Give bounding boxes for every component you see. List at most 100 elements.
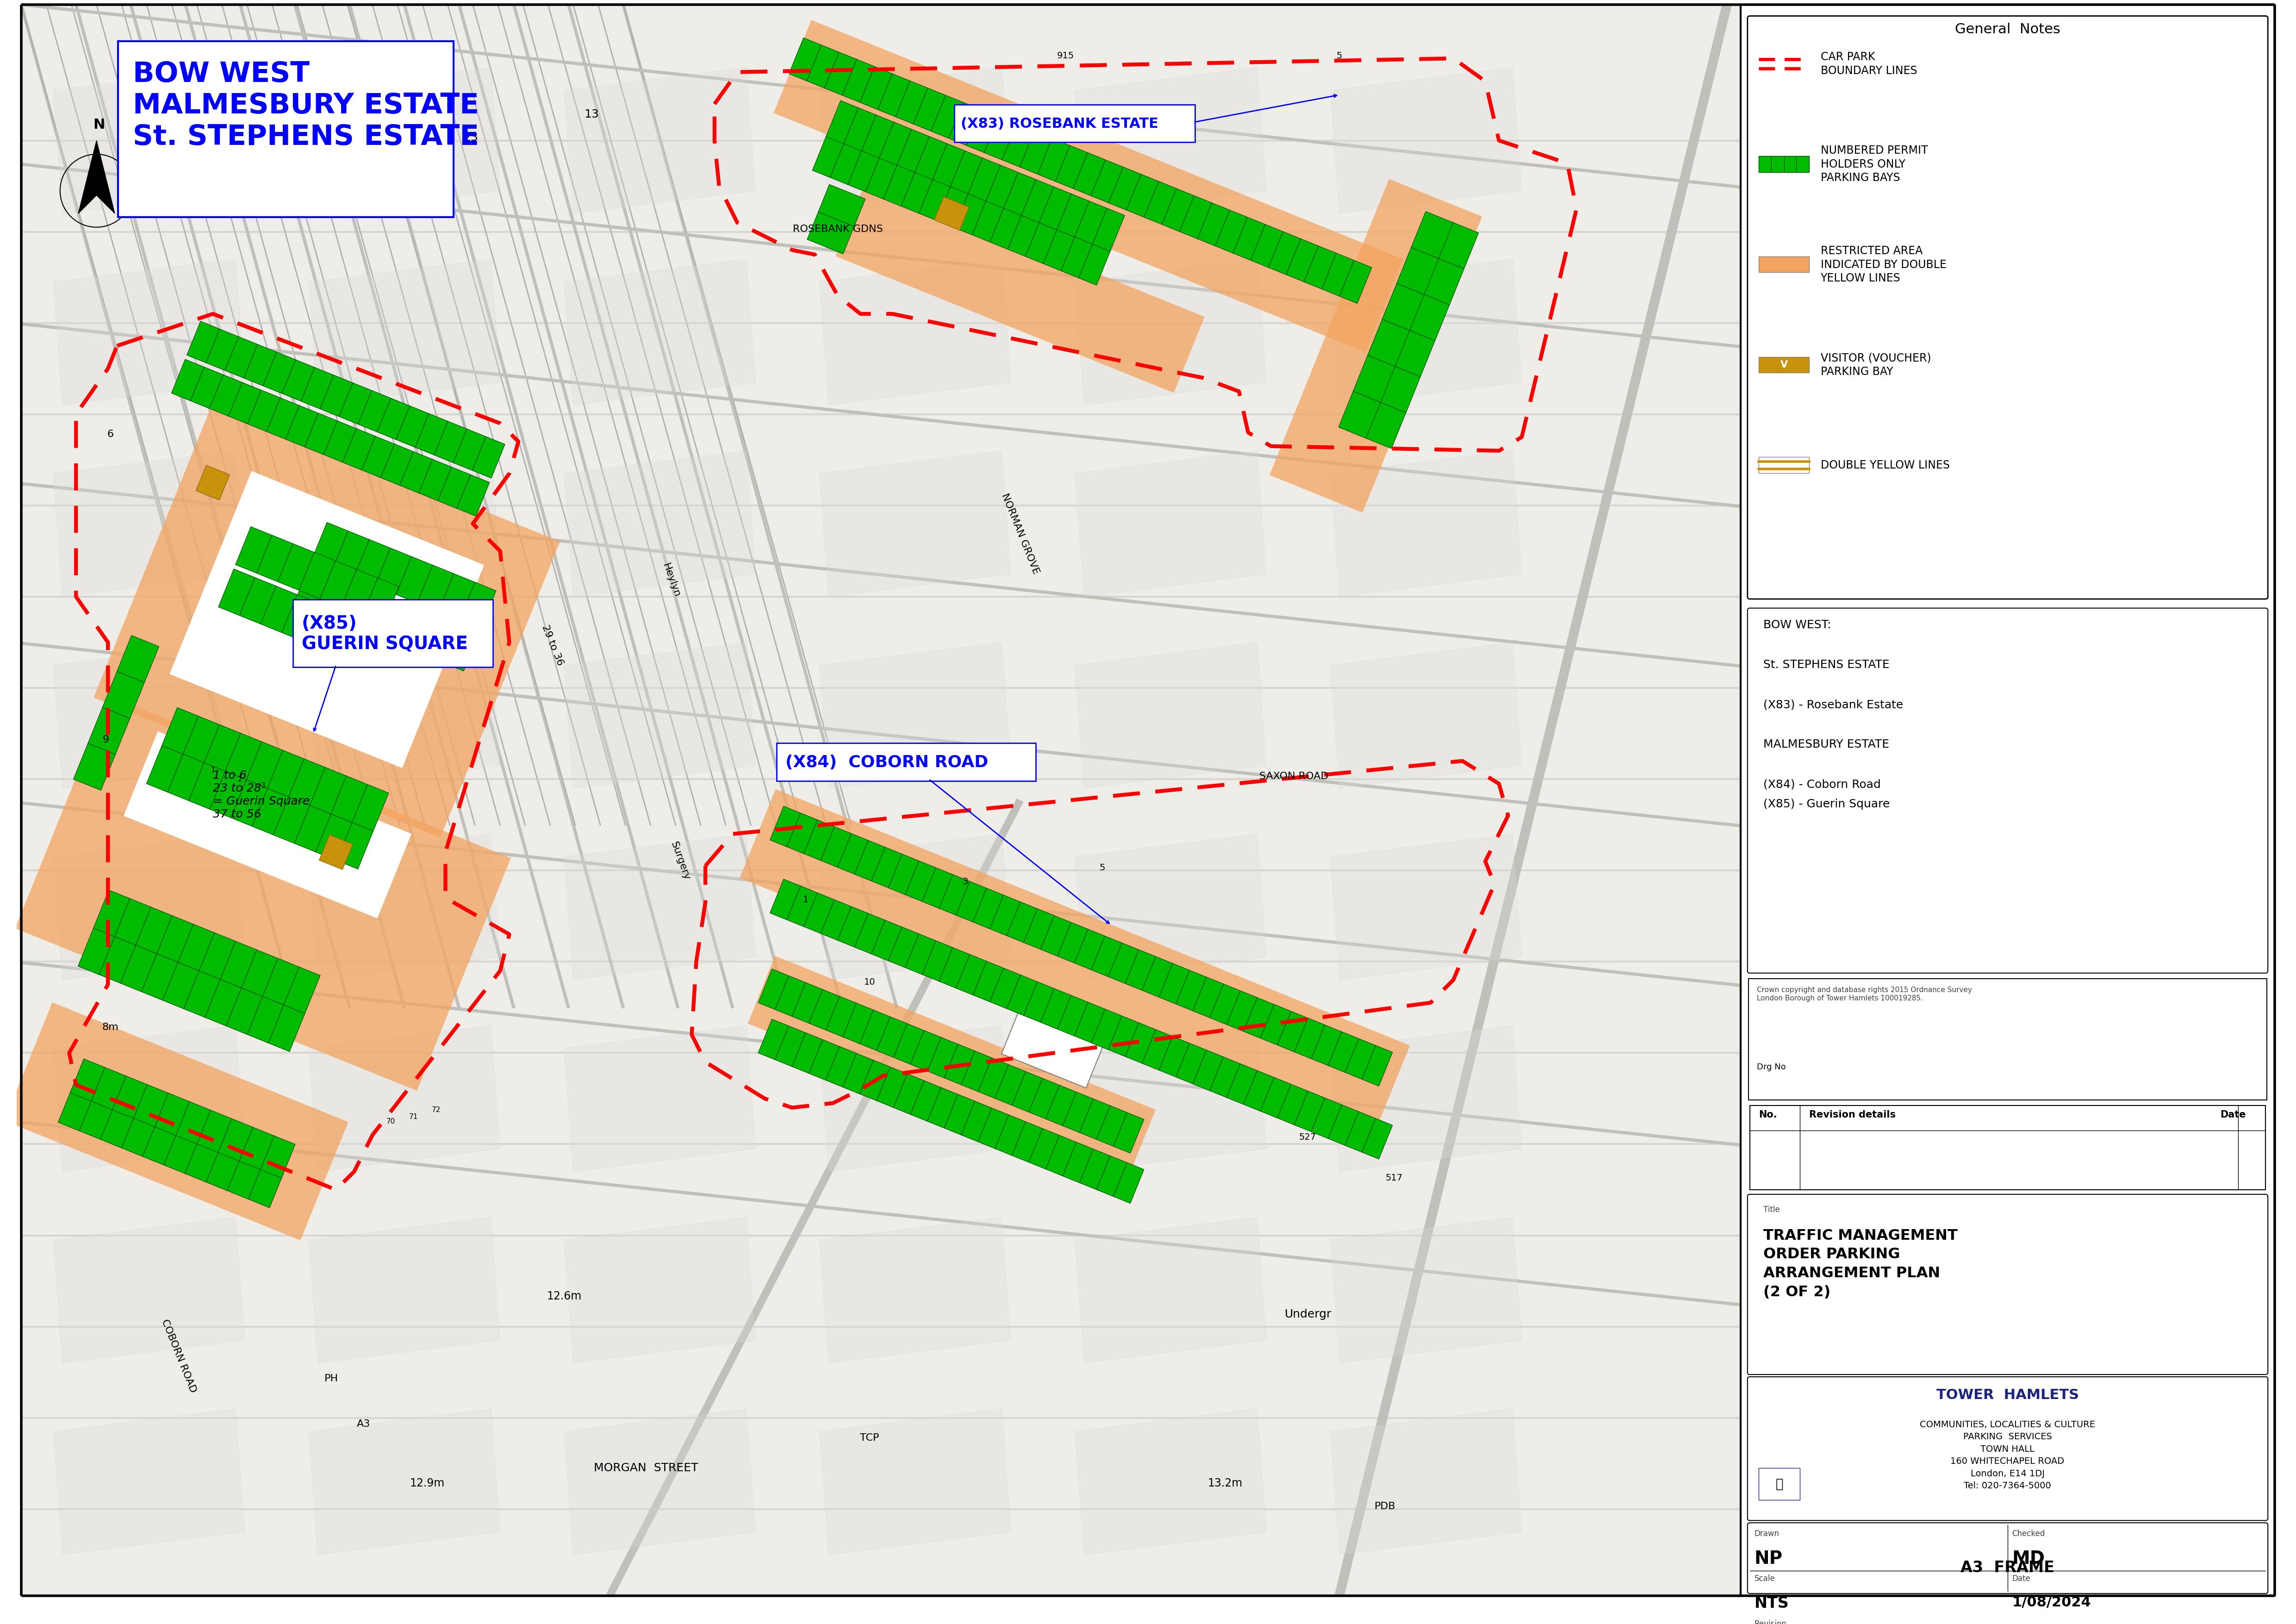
Polygon shape [53, 451, 246, 596]
Polygon shape [1194, 978, 1224, 1018]
Polygon shape [1056, 146, 1088, 188]
Polygon shape [1339, 391, 1380, 438]
Polygon shape [1143, 182, 1176, 224]
Text: COMMUNITIES, LOCALITIES & CULTURE
PARKING  SERVICES
TOWN HALL
160 WHITECHAPEL RO: COMMUNITIES, LOCALITIES & CULTURE PARKIN… [1919, 1419, 2096, 1491]
Polygon shape [877, 73, 909, 117]
Polygon shape [16, 695, 510, 1091]
Polygon shape [889, 927, 918, 968]
Text: A3  FRAME: A3 FRAME [1961, 1561, 2055, 1575]
Polygon shape [269, 750, 303, 797]
Polygon shape [422, 615, 457, 663]
Text: TCP: TCP [861, 1434, 879, 1442]
Polygon shape [905, 861, 937, 901]
Polygon shape [188, 763, 225, 809]
Text: ROSEBANK GDNS: ROSEBANK GDNS [792, 224, 882, 234]
Polygon shape [225, 732, 262, 780]
Polygon shape [333, 531, 370, 578]
Polygon shape [769, 879, 801, 919]
Polygon shape [900, 171, 934, 213]
FancyBboxPatch shape [1747, 1523, 2268, 1593]
Polygon shape [308, 1025, 501, 1171]
Polygon shape [962, 1101, 992, 1142]
Polygon shape [1075, 643, 1267, 788]
Polygon shape [974, 961, 1003, 1002]
Polygon shape [955, 882, 987, 922]
Polygon shape [827, 101, 859, 143]
Polygon shape [354, 539, 390, 586]
Polygon shape [1329, 1408, 1522, 1554]
Text: Date: Date [2011, 1574, 2030, 1583]
Polygon shape [186, 322, 220, 362]
FancyBboxPatch shape [1747, 1194, 2268, 1374]
Text: TOWER  HAMLETS: TOWER HAMLETS [1936, 1389, 2078, 1402]
Polygon shape [434, 421, 466, 463]
Polygon shape [262, 958, 298, 1005]
Polygon shape [820, 1025, 1010, 1171]
Polygon shape [351, 784, 388, 831]
Polygon shape [962, 1051, 992, 1091]
Polygon shape [994, 1114, 1026, 1155]
Polygon shape [820, 1408, 1010, 1554]
Polygon shape [1013, 1122, 1042, 1163]
Polygon shape [1141, 957, 1173, 997]
Polygon shape [790, 37, 822, 81]
Polygon shape [918, 177, 951, 221]
Polygon shape [978, 1057, 1008, 1098]
Polygon shape [239, 578, 276, 624]
Polygon shape [264, 352, 296, 393]
Polygon shape [565, 1025, 755, 1171]
Polygon shape [248, 1166, 282, 1208]
Polygon shape [990, 895, 1019, 935]
Polygon shape [843, 60, 875, 102]
Polygon shape [397, 557, 432, 603]
Polygon shape [232, 780, 269, 827]
Polygon shape [1109, 167, 1141, 209]
Polygon shape [912, 1031, 941, 1072]
Polygon shape [1042, 227, 1075, 271]
Text: COBORN ROAD: COBORN ROAD [161, 1319, 197, 1395]
Polygon shape [1159, 963, 1189, 1004]
Text: No.: No. [1759, 1109, 1777, 1119]
Text: NORMAN GROVE: NORMAN GROVE [999, 492, 1040, 577]
Text: 527: 527 [1300, 1132, 1316, 1142]
FancyBboxPatch shape [955, 104, 1196, 143]
Polygon shape [1091, 159, 1123, 203]
Polygon shape [1311, 1025, 1341, 1065]
Polygon shape [1329, 68, 1522, 213]
Polygon shape [172, 359, 204, 401]
Polygon shape [117, 635, 158, 682]
Text: 43: 43 [204, 177, 220, 188]
Polygon shape [241, 950, 278, 997]
Polygon shape [230, 382, 262, 424]
Polygon shape [990, 206, 1022, 250]
Polygon shape [324, 612, 360, 658]
Polygon shape [379, 599, 416, 645]
Polygon shape [262, 586, 296, 633]
Polygon shape [820, 1216, 1010, 1363]
Text: 9: 9 [103, 736, 108, 744]
Polygon shape [363, 437, 395, 477]
FancyBboxPatch shape [117, 41, 455, 218]
Polygon shape [565, 1408, 755, 1554]
Polygon shape [1329, 1216, 1522, 1363]
Polygon shape [308, 1408, 501, 1554]
Polygon shape [1180, 195, 1212, 239]
Polygon shape [1327, 1104, 1359, 1145]
Polygon shape [340, 383, 372, 424]
FancyBboxPatch shape [776, 744, 1035, 781]
Polygon shape [308, 643, 501, 788]
Polygon shape [923, 940, 953, 981]
Polygon shape [94, 401, 560, 838]
Polygon shape [457, 474, 489, 516]
Bar [1759, 456, 1809, 473]
Polygon shape [1013, 1072, 1042, 1112]
Polygon shape [914, 88, 946, 132]
Text: 10: 10 [863, 978, 875, 986]
Polygon shape [893, 1073, 923, 1114]
Polygon shape [1378, 365, 1421, 412]
Polygon shape [294, 806, 331, 853]
Polygon shape [1008, 213, 1040, 257]
Polygon shape [73, 744, 115, 791]
Polygon shape [452, 429, 487, 471]
Text: 🏛: 🏛 [1775, 1478, 1784, 1491]
